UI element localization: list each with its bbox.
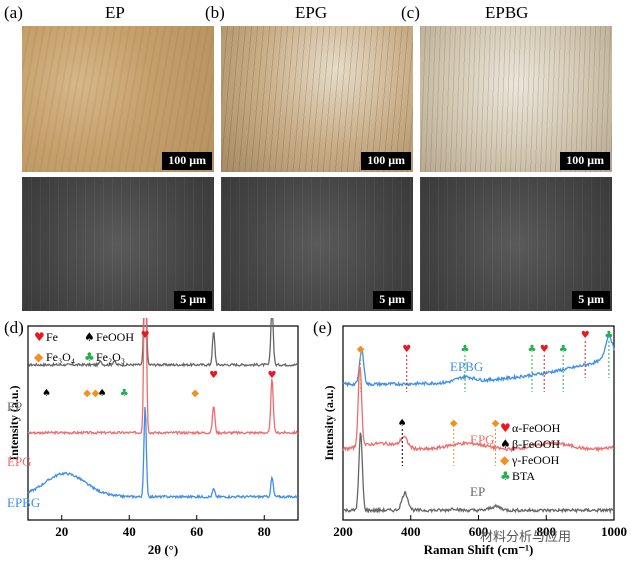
legend-symbol: ♠ xyxy=(84,330,95,344)
scale-bar-optical-ep: 100 μm xyxy=(162,152,212,170)
plot-frame xyxy=(27,325,299,521)
series-line-epbg xyxy=(342,333,615,388)
legend-entry: Fe xyxy=(46,330,58,344)
scale-bar-sem-ep: 5 μm xyxy=(174,291,212,309)
peak-marker: ♣ xyxy=(460,344,469,355)
scale-bar-optical-epbg: 100 μm xyxy=(560,152,610,170)
scale-bar-optical-epg: 100 μm xyxy=(361,152,411,170)
peak-marker: ♣ xyxy=(120,388,129,399)
raman-chart: 200 400 600 800 1000 Raman Shift (cm⁻¹) Intens… xyxy=(322,325,627,557)
panel-label-e: (e) xyxy=(313,318,332,337)
series-line-epg xyxy=(27,318,299,436)
x-tick-label: 40 xyxy=(123,524,136,539)
x-tick-label: 60 xyxy=(190,524,203,539)
peak-marker: ◆ xyxy=(492,418,500,429)
legend-symbol: ♣ xyxy=(84,350,95,364)
peak-marker: ◆ xyxy=(92,388,100,399)
optical-image-ep: 100 μm xyxy=(22,26,214,172)
series-label-ep: EP xyxy=(470,484,485,499)
legend-entry: FeOOH xyxy=(96,330,134,344)
peak-marker: ♥ xyxy=(268,370,277,381)
legend-entry: γ-FeOOH xyxy=(511,453,560,467)
y-axis-label: Intensity (a.u.) xyxy=(7,385,21,460)
series-label-ep: EP xyxy=(7,399,22,414)
legend-symbol: ◆ xyxy=(34,350,44,364)
x-tick-label: 800 xyxy=(537,524,557,539)
peak-marker: ◆ xyxy=(357,344,365,355)
x-tick-label: 80 xyxy=(258,524,271,539)
peak-marker: ♣ xyxy=(604,330,613,341)
series-label-epbg: EPBG xyxy=(450,359,483,374)
column-title-epg: EPG xyxy=(295,3,328,22)
legend-symbol: ♠ xyxy=(500,437,511,451)
peak-marker: ◆ xyxy=(83,388,91,399)
peak-marker: ♣ xyxy=(528,344,537,355)
peak-marker: ♠ xyxy=(98,388,107,399)
x-tick-label: 1000 xyxy=(601,524,627,539)
peak-marker: ♠ xyxy=(42,388,51,399)
series-label-epbg: EPBG xyxy=(7,495,40,510)
peak-marker: ♥ xyxy=(209,370,218,381)
peak-marker: ♣ xyxy=(559,344,568,355)
panel-label-d: (d) xyxy=(4,318,24,337)
peak-marker: ♠ xyxy=(398,418,407,429)
panel-label-b: (b) xyxy=(205,3,225,22)
legend-symbol: ♣ xyxy=(500,469,511,483)
series-line-epg xyxy=(342,364,615,453)
x-tick-label: 400 xyxy=(401,524,421,539)
legend-symbol: ♥ xyxy=(500,421,511,435)
legend-symbol: ♥ xyxy=(34,330,45,344)
peak-marker: ♥ xyxy=(141,330,150,341)
series-label-epg: EPG xyxy=(470,432,495,447)
legend-entry: BTA xyxy=(512,469,535,483)
series-line-ep xyxy=(27,318,299,368)
x-axis-label: 2θ (°) xyxy=(148,542,178,557)
column-title-epbg: EPBG xyxy=(485,3,529,22)
scale-bar-sem-epg: 5 μm xyxy=(373,291,411,309)
xrd-chart: 20 40 60 80 2θ (°) Intensity (a.u.)EP EPG EPBG ♥… xyxy=(7,318,299,557)
legend-entry: α-FeOOH xyxy=(512,421,561,435)
panel-label-c: (c) xyxy=(401,3,420,22)
peak-marker: ♥ xyxy=(581,330,590,341)
column-title-ep: EP xyxy=(105,3,125,22)
legend-symbol: ◆ xyxy=(500,453,510,467)
x-axis-label: Raman Shift (cm⁻¹) xyxy=(424,542,534,557)
x-tick-label: 600 xyxy=(469,524,489,539)
legend-entry: β-FeOOH xyxy=(512,437,560,451)
legend-entry: Fe₃O₄ xyxy=(46,350,75,364)
panel-label-a: (a) xyxy=(4,3,23,22)
peak-marker: ♥ xyxy=(540,344,549,355)
peak-marker: ♥ xyxy=(402,344,411,355)
peak-marker: ◆ xyxy=(450,418,458,429)
scale-bar-sem-epbg: 5 μm xyxy=(572,291,610,309)
legend-entry: Fe₂O₃ xyxy=(96,350,125,364)
peak-marker: ◆ xyxy=(191,388,199,399)
optical-image-epg: 100 μm xyxy=(221,26,413,172)
sem-image-epg: 5 μm xyxy=(221,177,413,311)
series-line-epbg xyxy=(27,406,299,500)
x-tick-label: 20 xyxy=(55,524,68,539)
sem-image-ep: 5 μm xyxy=(22,177,214,311)
sem-image-epbg: 5 μm xyxy=(420,177,612,311)
watermark: 材料分析与应用 xyxy=(480,530,572,545)
series-line-ep xyxy=(342,432,615,515)
x-tick-label: 200 xyxy=(333,524,353,539)
y-axis-label: Intensity (a.u.) xyxy=(322,385,336,460)
series-label-epg: EPG xyxy=(7,454,32,469)
optical-image-epbg: 100 μm xyxy=(420,26,612,172)
